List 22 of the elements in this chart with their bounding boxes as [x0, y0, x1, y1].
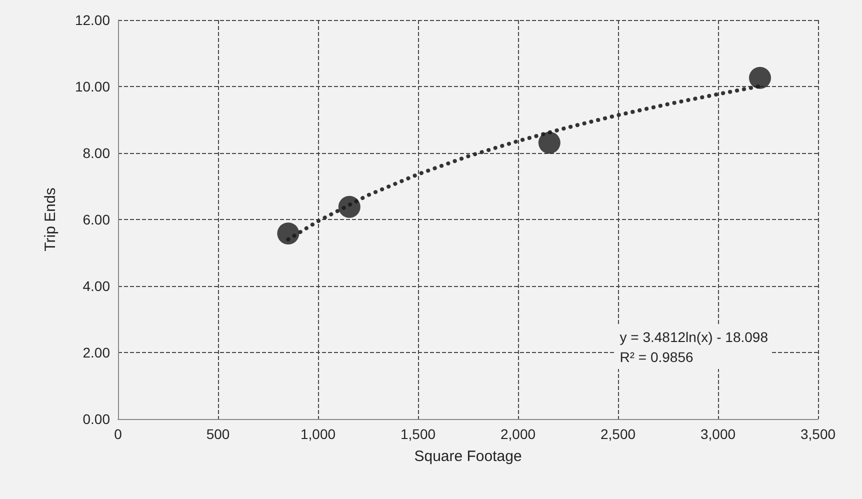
x-tick-label: 1,500 [400, 426, 436, 442]
point [538, 132, 560, 154]
point [277, 222, 300, 244]
x-tick-label: 3,500 [800, 426, 836, 442]
x-tick-label: 1,000 [300, 426, 336, 442]
x-tick-label: 3,000 [700, 426, 736, 442]
x-tick-label: 2,500 [600, 426, 636, 442]
x-tick-label: 500 [206, 426, 230, 442]
y-tick-label: 10.00 [74, 78, 110, 94]
y-tick-label: 4.00 [82, 278, 110, 294]
y-tick-label: 8.00 [82, 145, 110, 161]
annotation: y = 3.4812ln(x) - 18.098 R² = 0.9856 [620, 329, 768, 365]
point [749, 66, 771, 89]
y-tick-label: 0.00 [82, 411, 110, 427]
x-axis-title: Square Footage [414, 448, 522, 465]
x-tick-label: 0 [114, 426, 122, 442]
x-tick-label: 2,000 [500, 426, 536, 442]
y-tick-label: 2.00 [82, 344, 110, 360]
y-tick-label: 6.00 [82, 212, 110, 228]
y-tick-label: 12.00 [74, 12, 110, 28]
point [338, 196, 360, 218]
y-axis-title: Trip Ends [42, 188, 59, 252]
